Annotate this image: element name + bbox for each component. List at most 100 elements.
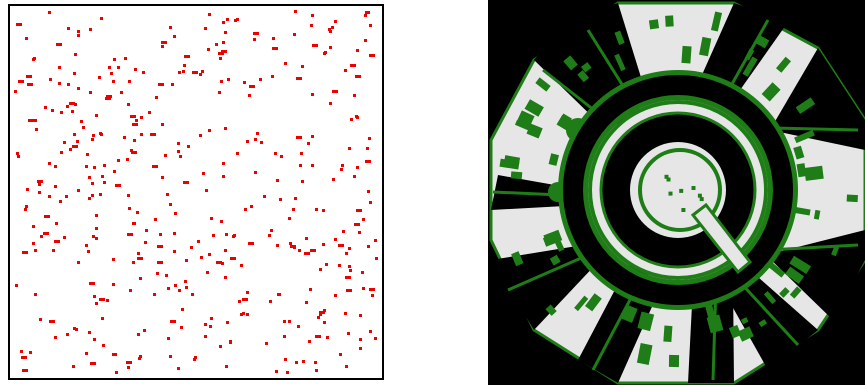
obstacle-dot: [173, 250, 176, 253]
obstacle-dot: [89, 28, 92, 31]
building-footprint: [728, 324, 742, 339]
obstacle-dot: [32, 242, 35, 245]
obstacle-dot: [361, 271, 364, 274]
obstacle-dot: [88, 176, 91, 179]
obstacle-dot: [155, 96, 158, 99]
obstacle-dot: [323, 309, 326, 312]
obstacle-dot: [340, 168, 343, 171]
obstacle-dot: [169, 355, 172, 358]
ring-road-inner: [563, 75, 793, 305]
building-footprint: [793, 145, 805, 160]
obstacle-dot: [345, 365, 348, 368]
building-footprint: [663, 325, 673, 343]
obstacle-dot: [310, 24, 313, 27]
obstacle-dot: [355, 75, 361, 78]
obstacle-dot: [220, 220, 223, 223]
obstacle-dot: [218, 52, 224, 55]
obstacle-dot: [115, 371, 118, 374]
obstacle-dot: [127, 194, 130, 197]
obstacle-dot: [184, 280, 187, 283]
obstacle-dot: [113, 170, 116, 173]
obstacle-dot: [152, 165, 158, 168]
building-footprint: [765, 260, 786, 278]
obstacle-dot: [98, 76, 101, 79]
obstacle-dot: [331, 26, 334, 29]
obstacle-dot: [69, 148, 72, 151]
building-footprint: [526, 123, 543, 139]
building-footprint: [511, 251, 524, 267]
obstacle-dot: [309, 288, 312, 291]
obstacle-dot: [315, 335, 321, 338]
building-footprint: [545, 304, 557, 316]
obstacle-dot: [250, 205, 253, 208]
plaza-obstacle: [666, 177, 671, 182]
obstacle-dot: [356, 166, 359, 169]
obstacle-dot: [95, 114, 98, 117]
obstacle-dot: [60, 151, 63, 154]
obstacle-dot: [126, 361, 132, 364]
obstacle-dot: [59, 200, 62, 203]
building-footprint: [795, 97, 816, 115]
obstacle-dot: [26, 188, 29, 191]
obstacle-dot: [48, 162, 51, 165]
obstacle-dot: [99, 132, 102, 135]
obstacle-dot: [69, 102, 75, 105]
obstacle-dot: [259, 78, 262, 81]
obstacle-dot: [338, 244, 344, 247]
obstacle-dot: [374, 337, 377, 340]
obstacle-dot: [301, 65, 304, 68]
obstacle-dot: [112, 283, 115, 286]
building-footprint: [775, 56, 792, 73]
obstacle-dot: [298, 249, 301, 252]
obstacle-dot: [322, 209, 325, 212]
obstacle-dot: [263, 195, 266, 198]
obstacle-dot: [139, 277, 142, 280]
obstacle-dot: [222, 162, 225, 165]
obstacle-dot: [348, 147, 351, 150]
obstacle-dot: [364, 39, 367, 42]
obstacle-dot: [77, 87, 80, 90]
obstacle-dot: [221, 262, 224, 265]
obstacle-dot: [224, 127, 227, 130]
obstacle-dot: [202, 172, 205, 175]
obstacle-dot: [159, 233, 162, 236]
obstacle-dot: [80, 120, 83, 123]
obstacle-dot: [224, 31, 227, 34]
obstacle-dot: [362, 287, 365, 290]
obstacle-dot: [210, 217, 213, 220]
obstacle-dot: [48, 195, 51, 198]
obstacle-dot: [280, 155, 283, 158]
obstacle-dot: [362, 218, 365, 221]
obstacle-dot: [365, 160, 371, 163]
building-footprint: [510, 171, 523, 180]
obstacle-dot: [284, 358, 287, 361]
obstacle-dot: [133, 139, 136, 142]
obstacle-dot: [244, 208, 247, 211]
obstacle-dot: [184, 55, 190, 58]
obstacle-dot: [150, 133, 156, 136]
obstacle-dot: [73, 133, 76, 136]
obstacle-dot: [100, 17, 103, 20]
obstacle-dot: [101, 317, 104, 320]
obstacle-dot: [344, 69, 347, 72]
obstacle-dot: [322, 243, 325, 246]
obstacle-dot: [49, 78, 52, 81]
obstacle-dot: [294, 10, 297, 13]
obstacle-dot: [73, 327, 76, 330]
obstacle-dot: [35, 128, 38, 131]
obstacle-dot: [17, 155, 20, 158]
plaza-obstacle: [668, 191, 673, 196]
obstacle-dot: [199, 134, 202, 137]
obstacle-dot: [93, 338, 96, 341]
obstacle-dot: [105, 97, 111, 100]
obstacle-dot: [208, 129, 211, 132]
obstacle-dot: [369, 330, 372, 333]
obstacle-dot: [63, 141, 66, 144]
obstacle-dot: [367, 190, 370, 193]
obstacle-dot: [204, 27, 207, 30]
obstacle-dot: [32, 225, 35, 228]
obstacle-dot: [194, 356, 197, 359]
obstacle-dot: [127, 103, 130, 106]
occupancy-map-canvas: [488, 0, 865, 385]
obstacle-dot: [205, 189, 208, 192]
